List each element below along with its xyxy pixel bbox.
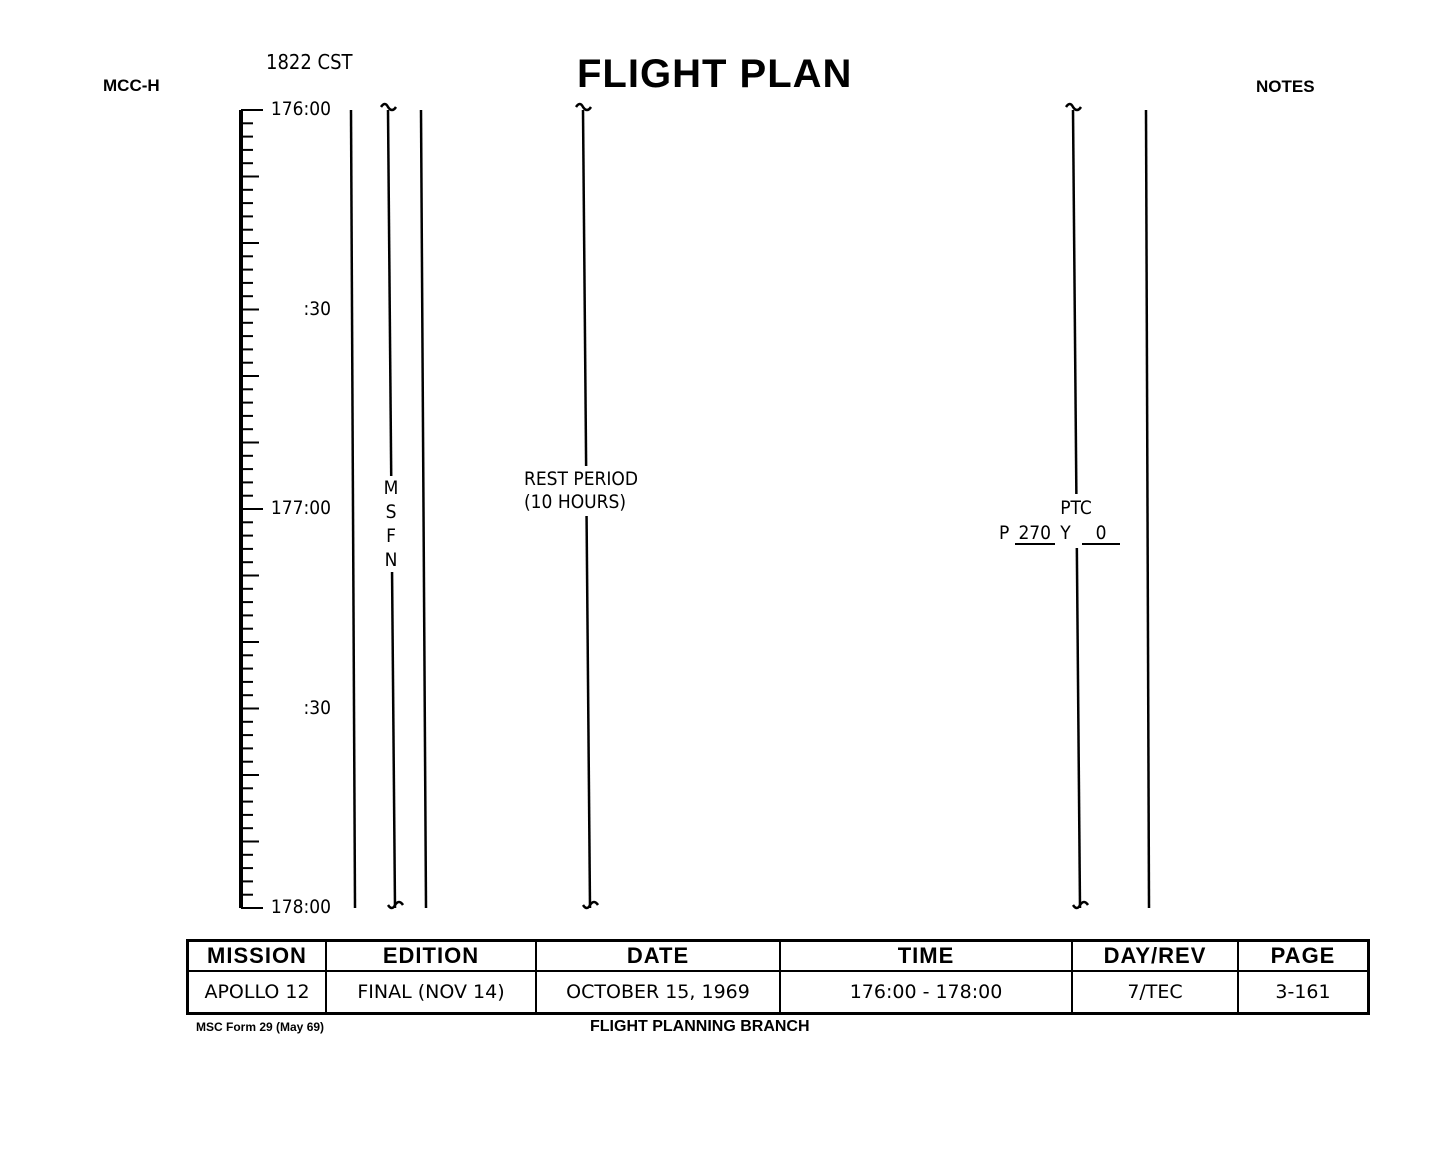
msfn-letter: S (385, 501, 397, 523)
pitch-value: 270 (1014, 523, 1055, 545)
header-edition: EDITION (325, 939, 537, 972)
activity-start-mark (379, 102, 398, 112)
header-page: PAGE (1237, 939, 1370, 972)
header-mission: MISSION (186, 939, 327, 972)
timeline-label: 177:00 (270, 497, 331, 519)
activity-end-mark (386, 900, 405, 910)
page-title: FLIGHT PLAN (577, 52, 853, 96)
mcc-h-label: MCC-H (103, 76, 160, 95)
msfn-letter: F (386, 525, 396, 547)
msfn-letter: M (383, 477, 399, 499)
value-page: 3-161 (1237, 970, 1370, 1015)
activity-start-mark (1064, 102, 1083, 112)
timeline-label: 178:00 (270, 896, 331, 918)
header-date: DATE (535, 939, 781, 972)
form-number: MSC Form 29 (May 69) (196, 1020, 325, 1034)
activity-end-mark (581, 900, 600, 910)
activity-end-mark (1071, 900, 1090, 910)
notes-label: NOTES (1256, 77, 1315, 96)
column-divider (419, 109, 428, 909)
header-time: TIME (779, 939, 1073, 972)
timeline-label: :30 (303, 297, 331, 320)
footer-table: MISSION EDITION DATE TIME DAY/REV PAGE A… (186, 939, 1370, 1015)
value-edition: FINAL (NOV 14) (325, 970, 537, 1015)
msfn-label: M S F N (383, 476, 399, 572)
branch-name: FLIGHT PLANNING BRANCH (590, 1018, 810, 1035)
cst-time: 1822 CST (266, 50, 353, 74)
value-date: OCTOBER 15, 1969 (535, 970, 781, 1015)
rest-period-line2: (10 HOURS) (524, 491, 627, 513)
msfn-letter: N (384, 549, 398, 571)
timeline-label: :30 (303, 696, 331, 719)
yaw-label: Y (1060, 522, 1071, 544)
ptc-title: PTC (1060, 497, 1092, 519)
pitch-label: P (999, 522, 1010, 544)
header-day-rev: DAY/REV (1071, 939, 1239, 972)
rest-period-line1: REST PERIOD (524, 468, 639, 490)
value-time: 176:00 - 178:00 (779, 970, 1073, 1015)
value-mission: APOLLO 12 (186, 970, 327, 1015)
column-divider (1144, 109, 1151, 909)
column-divider (349, 109, 357, 909)
activity-start-mark (574, 102, 593, 112)
yaw-value: 0 (1082, 523, 1121, 545)
rest-period-label: REST PERIOD (10 HOURS) (520, 466, 643, 516)
value-day-rev: 7/TEC (1071, 970, 1239, 1015)
timeline-label: 176:00 (270, 98, 331, 120)
ptc-block: PTC P 270 Y 0 (995, 494, 1143, 548)
